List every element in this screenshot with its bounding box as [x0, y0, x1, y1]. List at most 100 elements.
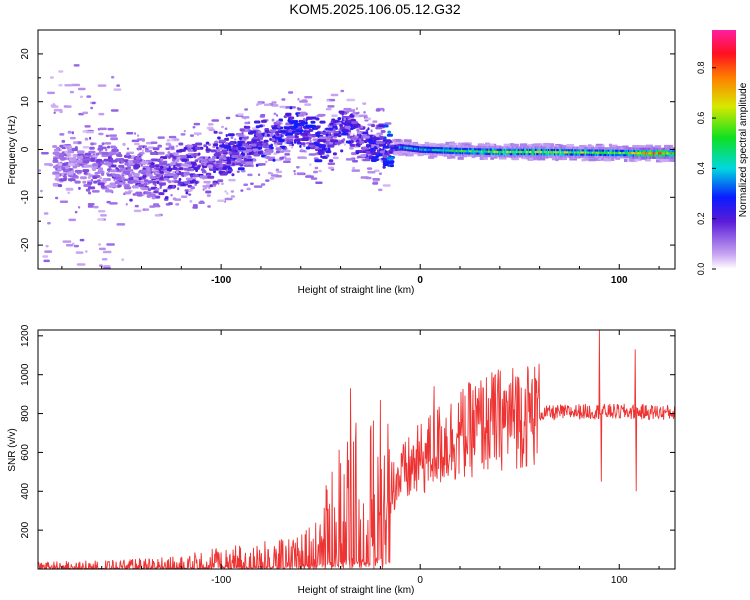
spectrogram-cell [58, 84, 63, 87]
spectrogram-cell [186, 191, 189, 195]
spectrogram-cell [649, 154, 652, 157]
spectrogram-cell [93, 205, 99, 209]
spectrogram-cell [373, 169, 380, 172]
spectrogram-cell [558, 155, 561, 158]
spectrogram-cell [156, 180, 160, 184]
spectrogram-cell [403, 146, 406, 149]
spectrogram-cell [66, 152, 71, 156]
spectrogram-cell [143, 172, 146, 176]
spectrogram-cell [447, 149, 450, 152]
spectrogram-cell [168, 135, 177, 139]
spectrogram-cell [508, 152, 511, 156]
spectrogram-cell [628, 158, 635, 162]
spectrogram-cell [188, 193, 192, 196]
spectrogram-cell [440, 151, 443, 154]
spectrogram-cell [526, 152, 529, 156]
spectrogram-cell [565, 155, 569, 158]
spectrogram-cell [448, 153, 452, 157]
spectrogram-cell [283, 160, 291, 164]
spectrogram-cell [82, 111, 89, 115]
spectrogram-cell [163, 166, 167, 170]
spectrogram-cell [427, 148, 430, 151]
spectrogram-x-tick-label-1: 0 [417, 275, 423, 286]
spectrogram-cell [528, 148, 532, 151]
spectrogram-cell [561, 150, 564, 154]
spectrogram-cell [515, 154, 518, 158]
spectrogram-cell [503, 152, 507, 156]
spectrogram-cell [467, 145, 471, 149]
spectrogram-cell [546, 150, 550, 154]
spectrogram-cell [408, 149, 411, 152]
spectrogram-cell [344, 143, 347, 146]
spectrogram-cell [426, 146, 429, 149]
spectrogram-cell [489, 148, 492, 151]
spectrogram-cell [432, 146, 435, 149]
spectrogram-cell [558, 153, 561, 156]
spectrogram-cell [355, 151, 360, 155]
spectrogram-cell [592, 155, 595, 159]
spectrogram-cell [569, 151, 572, 154]
spectrogram-cell [393, 138, 401, 142]
spectrogram-cell [178, 154, 187, 158]
spectrogram-cell [430, 148, 434, 152]
spectrogram-cell [390, 144, 393, 148]
spectrogram-cell [527, 144, 531, 148]
spectrogram-cell [667, 149, 670, 153]
spectrogram-cell [577, 153, 581, 156]
spectrogram-cell [270, 172, 274, 175]
spectrogram-cell [424, 148, 428, 151]
spectrogram-cell [650, 156, 653, 159]
spectrogram-cell [239, 128, 245, 132]
spectrogram-cell [606, 149, 609, 152]
spectrogram-cell [592, 149, 595, 152]
spectrogram-cell [550, 144, 555, 148]
spectrogram-cell [300, 132, 309, 136]
spectrogram-cell [563, 153, 566, 156]
spectrogram-cell [97, 182, 105, 186]
spectrogram-cell [319, 144, 327, 148]
spectrogram-cell [570, 148, 573, 152]
spectrogram-cell [564, 148, 567, 152]
spectrogram-cell [275, 138, 278, 142]
spectrogram-cell [390, 147, 393, 150]
spectrogram-cell [607, 155, 610, 159]
spectrogram-cell [142, 145, 145, 149]
spectrogram-cell [485, 150, 489, 153]
spectrogram-cell [410, 149, 413, 152]
snr-y-tick-label-3: 800 [20, 405, 31, 422]
spectrogram-cell [126, 147, 130, 150]
spectrogram-cell [451, 145, 454, 148]
spectrogram-cell [510, 154, 514, 158]
spectrogram-cell [251, 139, 257, 143]
spectrogram-cell [606, 155, 609, 159]
spectrogram-cell [284, 157, 292, 161]
spectrogram-y-tick-label-4: 20 [20, 48, 31, 60]
spectrogram-cell [452, 147, 455, 150]
spectrogram-cell [238, 137, 242, 141]
spectrogram-cell [47, 221, 51, 225]
spectrogram-cell [366, 167, 373, 170]
spectrogram-cell [414, 145, 417, 148]
spectrogram-cell [340, 89, 345, 93]
spectrogram-cell [595, 151, 598, 154]
spectrogram-cell [280, 130, 287, 134]
spectrogram-cell [638, 147, 641, 151]
spectrogram-cell [306, 116, 313, 120]
spectrogram-cell [300, 142, 306, 146]
spectrogram-cell [622, 153, 625, 157]
spectrogram-cell [605, 153, 608, 157]
spectrogram-cell [650, 154, 653, 157]
spectrogram-cell [546, 146, 550, 149]
spectrogram-cell [575, 151, 578, 154]
spectrogram-cell [601, 144, 605, 148]
spectrogram-cell [92, 168, 95, 172]
spectrogram-cell [663, 154, 667, 157]
spectrogram-cell [367, 170, 376, 174]
spectrogram-cell [472, 147, 475, 151]
spectrogram-cell [551, 155, 554, 158]
spectrogram-cell [533, 146, 536, 149]
spectrogram-cell [107, 169, 111, 173]
spectrogram-cell [623, 149, 626, 152]
spectrogram-cell [79, 238, 85, 242]
spectrogram-cell [488, 152, 491, 155]
